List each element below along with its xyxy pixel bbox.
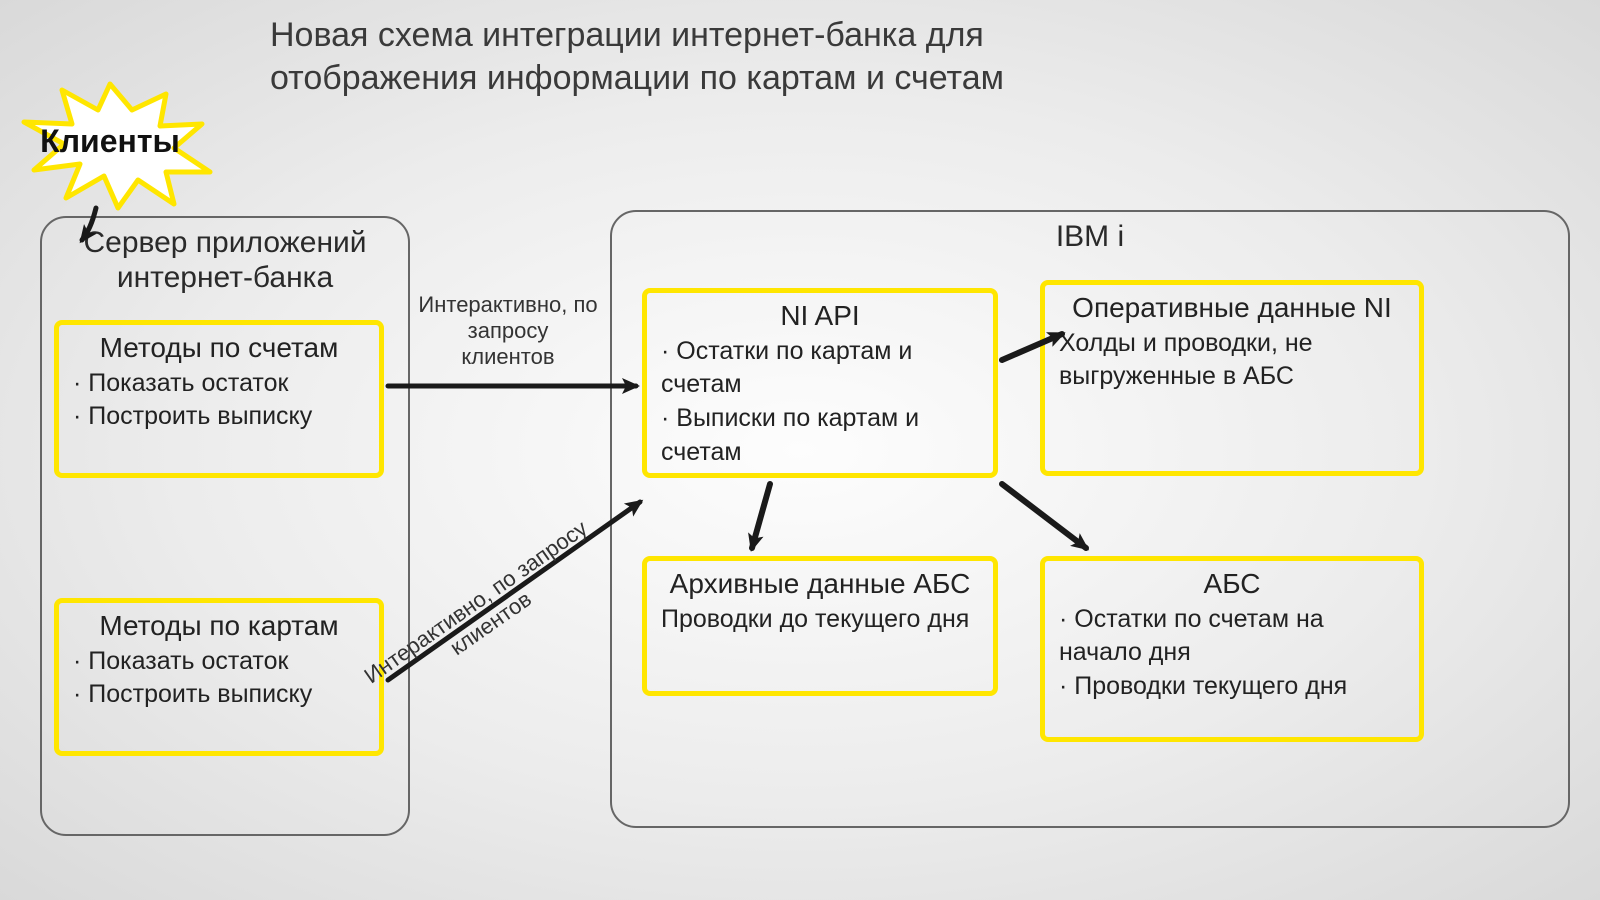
box-abs-archive-title: Архивные данные АБС (661, 567, 979, 601)
list-item: Показать остаток (73, 645, 365, 679)
clients-label: Клиенты (40, 123, 180, 159)
box-ni-oper-data-body: Холды и проводки, не выгруженные в АБС (1059, 327, 1405, 395)
container-ibm-i-title: IBM i (612, 212, 1568, 259)
box-cards-methods-body: Показать остаток Построить выписку (73, 645, 365, 713)
list-item: Остатки по картам и счетам (661, 335, 979, 403)
box-abs: АБС Остатки по счетам на начало дня Пров… (1040, 556, 1424, 742)
container-app-server-title: Сервер приложений интернет-банка (42, 218, 408, 299)
list-item: Проводки текущего дня (1059, 670, 1405, 704)
box-accounts-methods-title: Методы по счетам (73, 331, 365, 365)
list-item: Выписки по картам и счетам (661, 402, 979, 470)
box-abs-archive: Архивные данные АБС Проводки до текущего… (642, 556, 998, 696)
list-item: Показать остаток (73, 367, 365, 401)
list-item: Построить выписку (73, 678, 365, 712)
box-ni-oper-data-title: Оперативные данные NI (1059, 291, 1405, 325)
list-item: Остатки по счетам на начало дня (1059, 603, 1405, 671)
clients-burst-icon (24, 84, 210, 208)
box-accounts-methods-body: Показать остаток Построить выписку (73, 367, 365, 435)
box-abs-archive-body: Проводки до текущего дня (661, 603, 979, 637)
box-abs-title: АБС (1059, 567, 1405, 601)
edge-label-accounts_to_niapi: Интерактивно, позапросуклиентов (418, 292, 597, 369)
list-item: Построить выписку (73, 400, 365, 434)
diagram-title: Новая схема интеграции интернет-банка дл… (270, 14, 1170, 99)
box-cards-methods: Методы по картам Показать остаток Постро… (54, 598, 384, 756)
box-ni-oper-data: Оперативные данные NI Холды и проводки, … (1040, 280, 1424, 476)
box-ni-api-body: Остатки по картам и счетам Выписки по ка… (661, 335, 979, 470)
box-cards-methods-title: Методы по картам (73, 609, 365, 643)
box-ni-api-title: NI API (661, 299, 979, 333)
box-ni-api: NI API Остатки по картам и счетам Выписк… (642, 288, 998, 478)
arrow-cards_to_niapi (388, 502, 640, 680)
box-abs-body: Остатки по счетам на начало дня Проводки… (1059, 603, 1405, 704)
box-accounts-methods: Методы по счетам Показать остаток Постро… (54, 320, 384, 478)
